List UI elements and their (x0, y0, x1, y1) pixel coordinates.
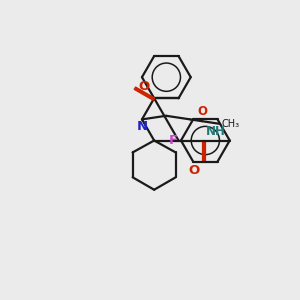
Text: O: O (138, 80, 149, 93)
Text: N: N (137, 120, 148, 133)
Text: NH: NH (206, 125, 226, 138)
Text: CH₃: CH₃ (221, 119, 240, 129)
Text: O: O (189, 164, 200, 177)
Text: F: F (168, 134, 177, 147)
Text: O: O (197, 105, 207, 118)
